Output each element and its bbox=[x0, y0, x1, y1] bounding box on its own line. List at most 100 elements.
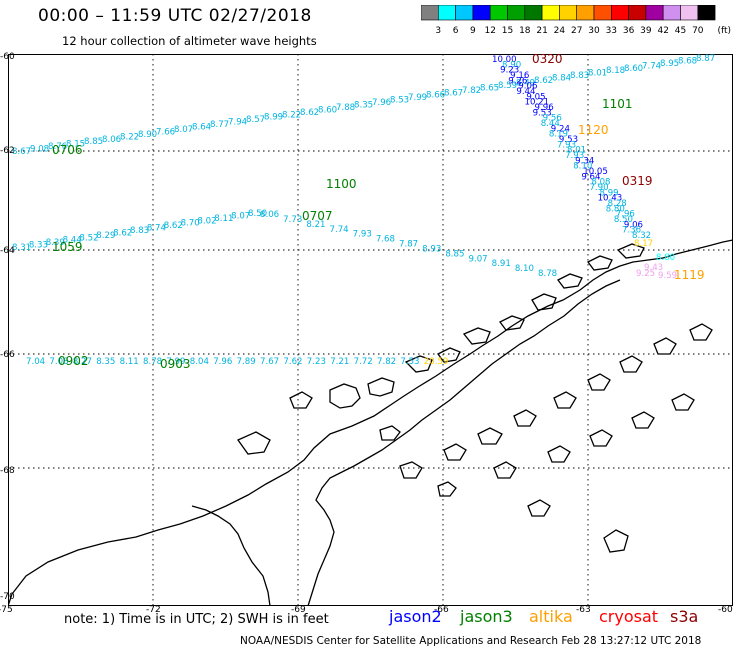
swh-value: 7.08 bbox=[49, 357, 68, 367]
swh-value: 7.96 bbox=[372, 98, 391, 108]
swh-value: 9.08 bbox=[30, 145, 49, 155]
swh-value: 7.96 bbox=[213, 357, 232, 367]
scale-swatch bbox=[455, 5, 474, 21]
swh-value: 10.00 bbox=[492, 55, 517, 65]
map-panel: 8.679.088.768.158.858.068.228.907.668.07… bbox=[8, 54, 733, 606]
swh-value: 8.53 bbox=[390, 96, 409, 106]
swh-value: 9.26 bbox=[508, 76, 527, 86]
swh-value: 8.08 bbox=[591, 178, 610, 188]
swh-value: 8.50 bbox=[248, 209, 267, 219]
scale-unit: (ft) bbox=[717, 26, 731, 36]
swh-value: 9.59 bbox=[658, 271, 677, 281]
footer-note: note: 1) Time is in UTC; 2) SWH is in fe… bbox=[64, 612, 329, 627]
pass-time-label: 1101 bbox=[602, 97, 633, 111]
swh-value: 7.94 bbox=[228, 118, 247, 128]
swh-value: 8.67 bbox=[12, 147, 31, 157]
swh-value: 7.21 bbox=[330, 357, 349, 367]
swh-value: 7.74 bbox=[642, 61, 661, 71]
scale-tick-label: 12 bbox=[484, 26, 495, 36]
latitude-label: -68 bbox=[0, 466, 15, 476]
swh-value: 8.93 bbox=[422, 244, 441, 254]
scale-tick-label: 45 bbox=[675, 26, 686, 36]
swh-value: 9.06 bbox=[518, 82, 537, 92]
swh-value: 7.73 bbox=[283, 215, 302, 225]
swh-value: 8.18 bbox=[606, 66, 625, 76]
pass-time-label: 0902 bbox=[58, 354, 89, 368]
swh-value: 8.68 bbox=[678, 56, 697, 66]
swh-value: 9.07 bbox=[469, 254, 488, 264]
swh-value: 7.96 bbox=[616, 210, 635, 220]
scale-tick-label: 70 bbox=[692, 26, 704, 36]
scale-swatch bbox=[541, 5, 560, 21]
swh-value: 8.70 bbox=[181, 219, 200, 229]
scale-tick-label: 9 bbox=[470, 26, 476, 36]
pass-time-label: 1100 bbox=[326, 177, 357, 191]
swh-value: 8.11 bbox=[120, 357, 139, 367]
scale-swatch bbox=[628, 5, 647, 21]
scale-tick-label: 33 bbox=[606, 26, 617, 36]
swh-value: 9.24 bbox=[551, 124, 570, 134]
scale-swatch bbox=[507, 5, 526, 21]
pass-time-label: 0903 bbox=[160, 357, 191, 371]
scale-swatch bbox=[662, 5, 681, 21]
swh-value: 9.25 bbox=[636, 269, 655, 279]
swh-value: 8.11 bbox=[214, 214, 233, 224]
swh-value: 8.27 bbox=[73, 357, 92, 367]
pass-time-label: 1119 bbox=[674, 268, 705, 282]
swh-value: 8.29 bbox=[96, 231, 115, 241]
swh-value: 9.06 bbox=[624, 220, 643, 230]
swh-value: 8.62 bbox=[164, 221, 183, 231]
swh-value: 8.78 bbox=[143, 357, 162, 367]
swh-value: 8.10 bbox=[573, 162, 592, 172]
longitude-label: -63 bbox=[576, 605, 591, 615]
swh-value: 9.43 bbox=[644, 263, 663, 273]
swh-value: 8.35 bbox=[96, 357, 115, 367]
swh-value: 8.22 bbox=[120, 132, 139, 142]
swh-value: 8.62 bbox=[300, 108, 319, 118]
scale-swatch bbox=[472, 5, 491, 21]
scale-tick-label: 21 bbox=[536, 26, 547, 36]
swh-value: 10.21 bbox=[524, 98, 549, 108]
swh-value: 8.35 bbox=[354, 101, 373, 111]
pass-time-label: 0707 bbox=[302, 209, 333, 223]
swh-value: 8.80 bbox=[606, 204, 625, 214]
swh-value: 8.01 bbox=[588, 69, 607, 79]
scale-tick-label: 3 bbox=[435, 26, 441, 36]
swh-value: 8.06 bbox=[260, 210, 279, 220]
legend-altika: altika bbox=[529, 607, 573, 626]
swh-value: 8.04 bbox=[190, 357, 209, 367]
swh-value: 8.77 bbox=[210, 120, 229, 130]
swh-value: 8.52 bbox=[79, 233, 98, 243]
swh-value: 8.95 bbox=[660, 59, 679, 69]
legend-jason2: jason2 bbox=[389, 607, 442, 626]
graticule-grid bbox=[8, 54, 733, 606]
swh-value: 8.87 bbox=[696, 54, 715, 64]
swh-value: 8.76 bbox=[48, 142, 67, 152]
scale-tick-label: 30 bbox=[588, 26, 600, 36]
swh-value: 7.53 bbox=[400, 357, 419, 367]
scale-tick-label: 39 bbox=[640, 26, 652, 36]
scale-tick-label: 36 bbox=[623, 26, 635, 36]
swh-value: 8.62 bbox=[113, 228, 132, 238]
scale-swatch bbox=[421, 5, 439, 21]
scale-tick-label: 15 bbox=[502, 26, 513, 36]
swh-value: 8.50 bbox=[614, 215, 633, 225]
swh-value: 7.23 bbox=[307, 357, 326, 367]
swh-value: 8.49 bbox=[516, 78, 535, 88]
legend-s3a: s3a bbox=[670, 607, 699, 626]
swh-value: 7.93 bbox=[353, 230, 372, 240]
swh-value: 8.62 bbox=[534, 76, 553, 86]
swh-value: 8.19 bbox=[549, 130, 568, 140]
swh-value: 7.90 bbox=[589, 183, 608, 193]
swh-value: 8.84 bbox=[552, 74, 571, 84]
longitude-label: -72 bbox=[146, 605, 161, 615]
swh-value: 8.06 bbox=[102, 135, 121, 145]
swh-value: 7.36 bbox=[622, 226, 641, 236]
latitude-label: -70 bbox=[0, 592, 15, 602]
swh-value: 8.83 bbox=[130, 226, 149, 236]
pass-time-label: 1059 bbox=[52, 240, 83, 254]
swh-value: 7.99 bbox=[408, 93, 427, 103]
scale-tick-label: 24 bbox=[554, 26, 566, 36]
swh-value: 8.66 bbox=[426, 91, 445, 101]
altimeter-track-values: 8.679.088.768.158.858.068.228.907.668.07… bbox=[12, 54, 715, 371]
